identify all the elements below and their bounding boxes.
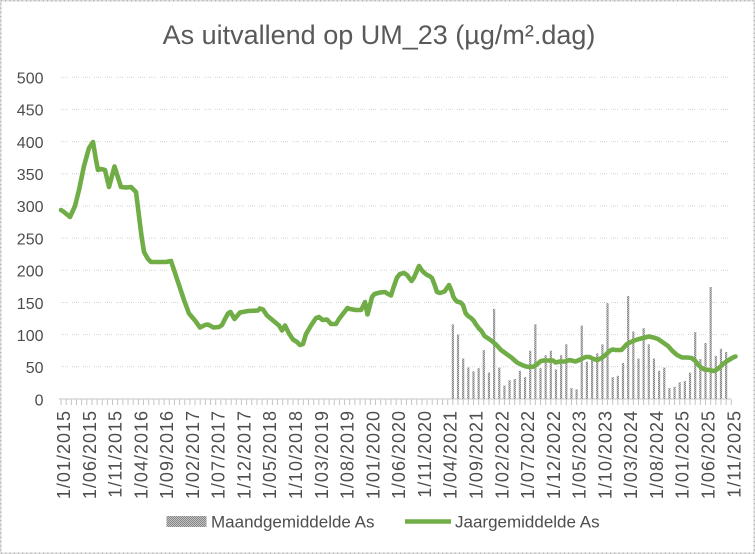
- svg-text:300: 300: [17, 199, 44, 216]
- svg-text:1/12/2022: 1/12/2022: [544, 410, 564, 499]
- svg-text:150: 150: [17, 296, 44, 313]
- svg-text:1/05/2023: 1/05/2023: [570, 410, 590, 499]
- svg-text:Maandgemiddelde As: Maandgemiddelde As: [211, 513, 375, 532]
- svg-text:1/07/2022: 1/07/2022: [518, 410, 538, 499]
- svg-text:1/03/2024: 1/03/2024: [621, 410, 641, 499]
- svg-text:As uitvallend op UM_23 (µg/m².: As uitvallend op UM_23 (µg/m².dag): [163, 20, 596, 50]
- svg-text:350: 350: [17, 167, 44, 184]
- svg-text:250: 250: [17, 231, 44, 248]
- svg-text:1/01/2015: 1/01/2015: [54, 410, 74, 499]
- svg-text:1/02/2017: 1/02/2017: [183, 410, 203, 499]
- svg-text:1/08/2019: 1/08/2019: [338, 410, 358, 499]
- svg-text:100: 100: [17, 328, 44, 345]
- svg-text:450: 450: [17, 103, 44, 120]
- svg-text:1/04/2016: 1/04/2016: [131, 410, 151, 499]
- svg-text:1/01/2025: 1/01/2025: [673, 410, 693, 499]
- svg-text:1/07/2017: 1/07/2017: [209, 410, 229, 499]
- svg-text:500: 500: [17, 71, 44, 88]
- svg-text:50: 50: [26, 360, 44, 377]
- svg-text:1/03/2019: 1/03/2019: [312, 410, 332, 499]
- svg-text:400: 400: [17, 135, 44, 152]
- svg-text:1/10/2018: 1/10/2018: [286, 410, 306, 499]
- svg-text:1/09/2016: 1/09/2016: [157, 410, 177, 499]
- svg-text:1/06/2025: 1/06/2025: [699, 410, 719, 499]
- svg-text:1/09/2021: 1/09/2021: [466, 410, 486, 499]
- svg-text:1/11/2020: 1/11/2020: [415, 410, 435, 498]
- svg-text:1/06/2015: 1/06/2015: [80, 410, 100, 499]
- svg-text:1/04/2021: 1/04/2021: [441, 410, 461, 499]
- svg-text:1/01/2020: 1/01/2020: [363, 410, 383, 499]
- svg-text:200: 200: [17, 264, 44, 281]
- svg-text:Jaargemiddelde As: Jaargemiddelde As: [455, 513, 600, 532]
- svg-text:1/11/2015: 1/11/2015: [106, 410, 126, 498]
- svg-text:1/11/2025: 1/11/2025: [724, 410, 744, 498]
- svg-text:1/05/2018: 1/05/2018: [260, 410, 280, 499]
- svg-text:1/10/2023: 1/10/2023: [595, 410, 615, 499]
- svg-text:1/08/2024: 1/08/2024: [647, 410, 667, 499]
- svg-text:0: 0: [35, 392, 44, 409]
- svg-text:1/12/2017: 1/12/2017: [234, 410, 254, 499]
- svg-text:1/06/2020: 1/06/2020: [389, 410, 409, 499]
- svg-text:1/02/2022: 1/02/2022: [492, 410, 512, 499]
